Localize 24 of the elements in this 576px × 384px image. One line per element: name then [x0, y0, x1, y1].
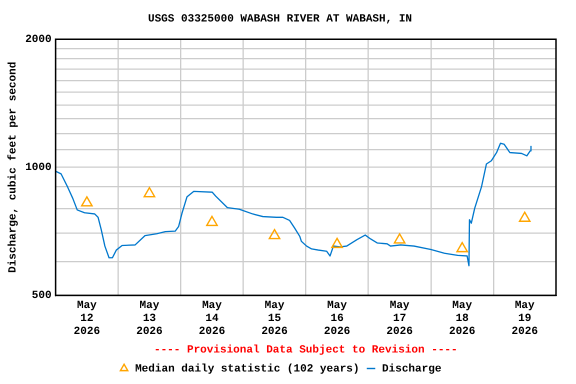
- point: [456, 242, 468, 252]
- point: [206, 216, 218, 226]
- x-tick-label: May 13 2026: [136, 300, 163, 338]
- legend-label: Discharge: [382, 363, 442, 376]
- y-tick-label: 1000: [25, 162, 52, 174]
- x-tick-label: May 12 2026: [74, 300, 100, 338]
- y-axis-title: Discharge, cubic feet per second: [6, 62, 20, 273]
- legend-label: Median daily statistic (102 years): [135, 363, 360, 376]
- text: ---- Provisional Data Subject to Revision ----: [154, 344, 458, 356]
- y-tick-label: 2000: [25, 34, 52, 46]
- point: [394, 233, 406, 244]
- x-tick-label: May 14 2026: [198, 300, 226, 338]
- point: [268, 228, 280, 240]
- x-tick-label: May 16 2026: [324, 300, 350, 338]
- point: [518, 212, 531, 222]
- x-tick-label: May 18 2026: [448, 300, 476, 338]
- point: [80, 196, 93, 207]
- point: [331, 238, 343, 248]
- point: [144, 186, 156, 198]
- x-tick-label: May 19 2026: [512, 300, 538, 338]
- chart-title: USGS 03325000 WABASH RIVER AT WABASH, IN: [148, 13, 412, 26]
- y-tick-label: 500: [32, 290, 52, 302]
- x-tick-label: May 15 2026: [261, 300, 288, 338]
- x-tick-label: May 17 2026: [386, 300, 413, 338]
